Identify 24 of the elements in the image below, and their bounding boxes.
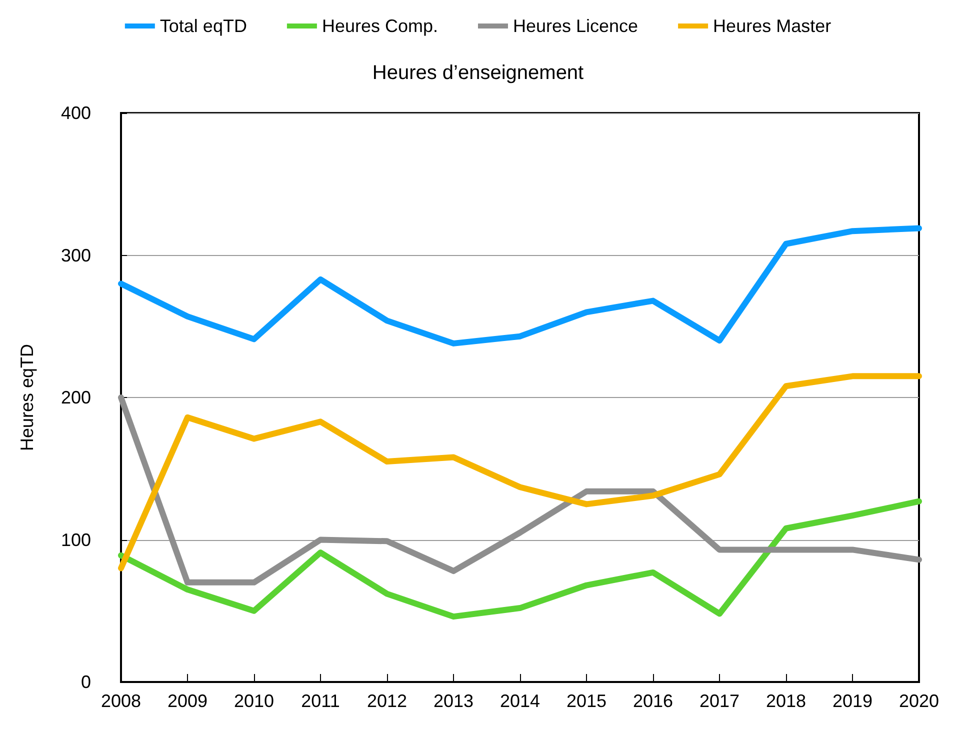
legend-label: Total eqTD bbox=[160, 16, 247, 36]
x-tick-label: 2020 bbox=[898, 691, 940, 711]
x-tick-label: 2009 bbox=[167, 691, 208, 711]
x-tick-label: 2010 bbox=[234, 691, 274, 711]
y-tick-label: 400 bbox=[60, 103, 91, 123]
y-tick-label: 0 bbox=[80, 672, 91, 692]
x-tick-label: 2015 bbox=[566, 691, 607, 711]
x-tick-label: 2013 bbox=[433, 691, 474, 711]
y-tick-label: 100 bbox=[60, 530, 91, 550]
legend-label: Heures Comp. bbox=[322, 16, 438, 36]
x-tick-label: 2008 bbox=[100, 691, 142, 711]
x-tick-label: 2014 bbox=[500, 691, 540, 711]
chart-title: Heures d’enseignement bbox=[372, 62, 584, 84]
y-tick-label: 200 bbox=[60, 388, 91, 408]
x-tick-label: 2016 bbox=[632, 691, 674, 711]
y-axis-title: Heures eqTD bbox=[17, 344, 37, 452]
x-tick-label: 2012 bbox=[366, 691, 408, 711]
x-tick-label: 2011 bbox=[301, 691, 340, 711]
x-tick-label: 2019 bbox=[832, 691, 873, 711]
x-tick-label: 2017 bbox=[699, 691, 740, 711]
x-tick-label: 2018 bbox=[766, 691, 806, 711]
legend-label: Heures Licence bbox=[512, 16, 638, 36]
y-tick-label: 300 bbox=[60, 245, 91, 266]
legend-label: Heures Master bbox=[713, 16, 832, 36]
